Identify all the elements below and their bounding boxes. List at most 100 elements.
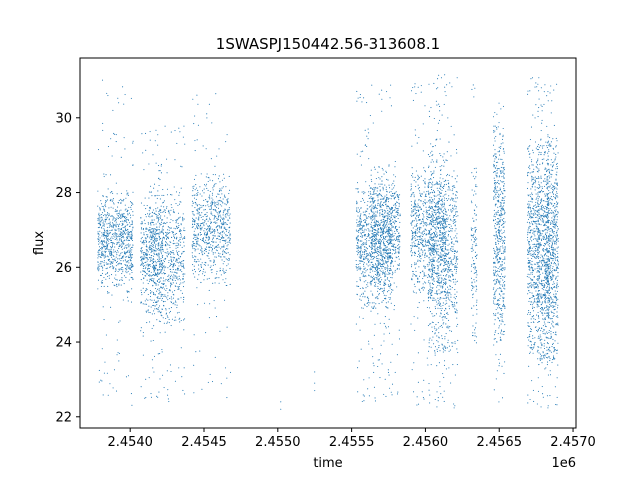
data-point xyxy=(191,200,194,202)
data-point xyxy=(144,397,146,399)
data-point xyxy=(130,393,132,395)
data-point xyxy=(171,283,173,285)
data-point xyxy=(379,253,381,255)
data-point xyxy=(381,110,383,112)
data-point xyxy=(388,164,390,166)
data-point xyxy=(110,199,112,202)
data-point xyxy=(418,403,420,405)
data-point xyxy=(384,212,386,214)
data-point xyxy=(425,195,427,197)
data-point xyxy=(373,277,376,279)
data-point xyxy=(419,252,421,254)
data-point xyxy=(157,261,159,263)
data-point xyxy=(182,275,184,277)
data-point xyxy=(105,241,107,243)
data-point xyxy=(123,137,125,139)
data-point xyxy=(379,264,381,266)
data-point xyxy=(148,191,150,193)
data-point xyxy=(393,309,395,311)
data-point xyxy=(390,265,392,267)
data-point xyxy=(359,214,362,216)
data-point xyxy=(362,199,365,201)
data-point xyxy=(178,225,180,227)
data-point xyxy=(390,263,392,265)
data-point xyxy=(376,210,379,212)
data-point xyxy=(222,263,224,265)
data-point xyxy=(128,245,130,247)
data-point xyxy=(159,208,161,210)
data-point xyxy=(355,266,357,268)
data-point xyxy=(173,211,175,213)
data-point xyxy=(140,248,142,250)
data-point xyxy=(440,188,442,190)
data-point xyxy=(115,278,117,281)
data-point xyxy=(203,233,206,235)
data-point xyxy=(182,273,184,275)
data-point xyxy=(152,228,154,230)
data-point xyxy=(372,188,374,190)
data-point xyxy=(151,228,153,230)
data-point xyxy=(411,224,413,226)
data-point xyxy=(373,305,375,307)
data-point xyxy=(200,266,203,269)
data-point xyxy=(154,270,156,272)
data-point xyxy=(360,219,362,221)
data-point xyxy=(212,237,214,239)
data-point xyxy=(366,236,368,238)
data-point xyxy=(436,187,438,189)
data-point xyxy=(154,245,157,247)
data-point xyxy=(157,258,159,261)
data-point xyxy=(150,271,152,273)
data-point xyxy=(104,361,106,363)
data-point xyxy=(410,183,412,185)
data-point xyxy=(115,219,117,222)
data-point xyxy=(170,256,172,258)
data-point xyxy=(370,174,372,176)
data-point xyxy=(219,219,222,221)
data-point xyxy=(368,191,370,193)
data-point xyxy=(140,256,142,258)
data-point xyxy=(165,241,167,243)
data-point xyxy=(423,216,425,218)
data-point xyxy=(111,247,113,249)
data-point xyxy=(428,269,430,271)
data-point xyxy=(192,226,194,228)
data-point xyxy=(227,219,229,221)
data-point xyxy=(445,219,447,221)
data-point xyxy=(223,237,225,239)
data-point xyxy=(387,217,389,219)
data-point xyxy=(368,195,370,197)
data-point xyxy=(377,287,379,290)
data-point xyxy=(416,236,418,238)
data-point xyxy=(434,184,436,186)
data-point xyxy=(225,247,228,250)
data-point xyxy=(224,240,227,242)
data-point xyxy=(391,208,393,210)
data-point xyxy=(207,227,209,229)
data-point xyxy=(202,251,204,253)
data-point xyxy=(375,277,377,279)
data-point xyxy=(398,226,400,228)
data-point xyxy=(393,204,395,206)
data-point xyxy=(378,209,381,211)
data-point xyxy=(166,256,168,258)
data-point xyxy=(391,226,393,228)
data-point xyxy=(391,234,393,236)
data-point xyxy=(388,197,390,199)
data-point xyxy=(142,252,144,254)
data-point xyxy=(156,226,158,228)
data-point xyxy=(363,400,365,402)
data-point xyxy=(202,219,204,221)
data-point xyxy=(389,221,391,223)
data-point xyxy=(205,216,207,218)
data-point xyxy=(374,206,376,209)
data-point xyxy=(363,281,365,283)
data-point xyxy=(432,257,434,259)
data-point xyxy=(207,246,209,248)
data-point xyxy=(357,247,359,249)
data-point xyxy=(153,271,155,273)
data-point xyxy=(388,255,390,258)
data-point xyxy=(146,279,148,281)
data-point xyxy=(150,243,152,245)
data-point xyxy=(377,313,379,315)
